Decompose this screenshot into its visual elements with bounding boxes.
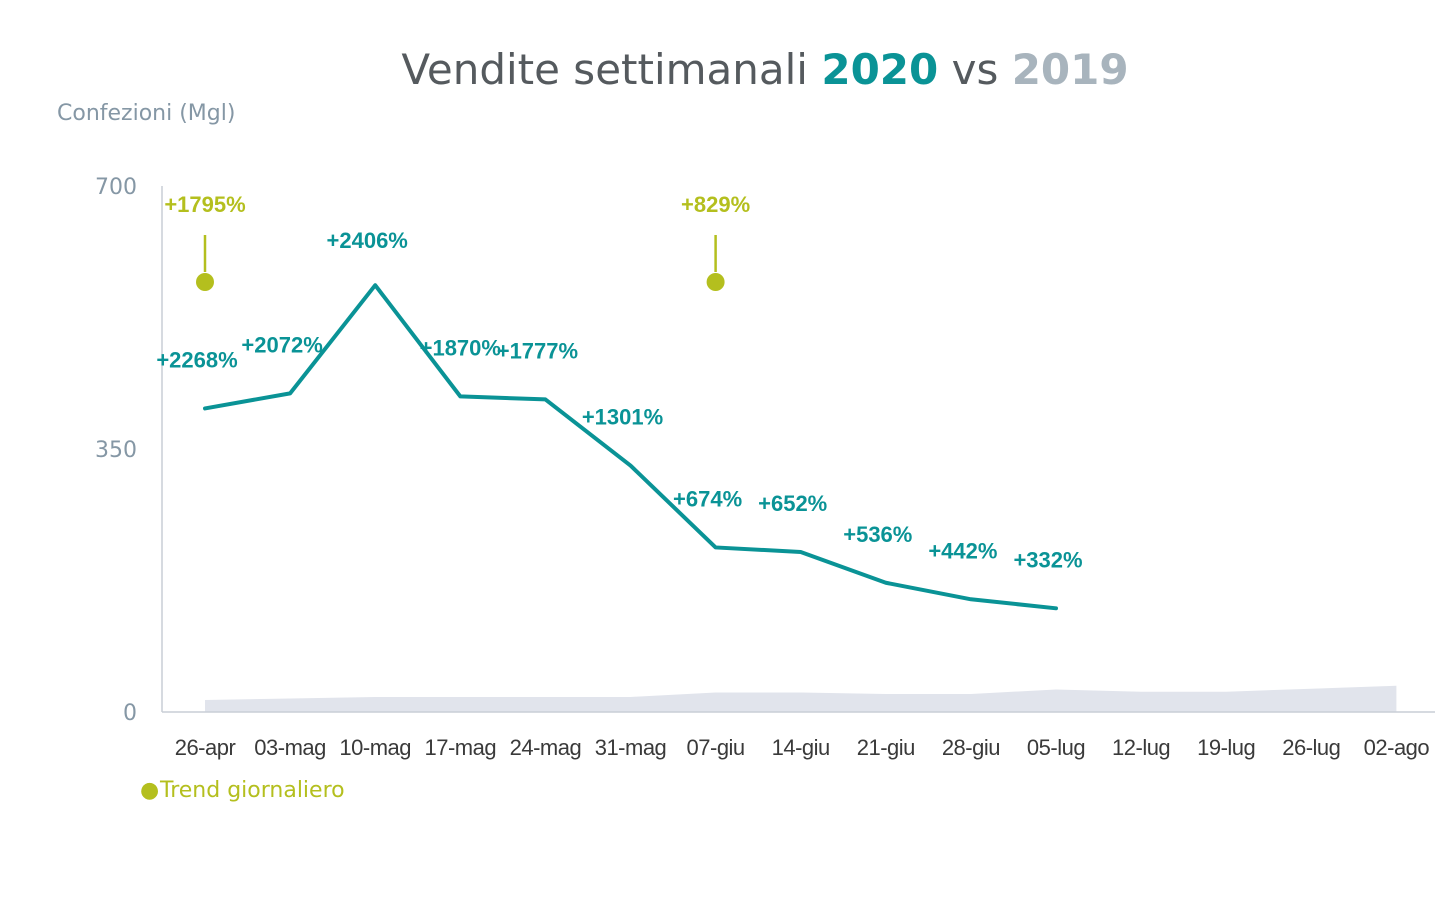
data-label-2020: +1301% bbox=[582, 405, 663, 430]
x-tick-label: 12-lug bbox=[1112, 735, 1170, 760]
data-label-2020: +442% bbox=[928, 538, 997, 563]
x-tick-label: 21-giu bbox=[857, 735, 915, 760]
y-tick-label: 350 bbox=[95, 438, 137, 463]
title-prefix: Vendite settimanali bbox=[401, 45, 821, 94]
trend-marker-label: +1795% bbox=[164, 192, 245, 217]
x-ticks-group: 26-apr 03-mag 10-mag 17-mag 24-mag 31-mag 07-g… bbox=[175, 735, 1430, 760]
data-label-2020: +674% bbox=[673, 486, 742, 511]
x-tick-label: 26-apr bbox=[175, 735, 236, 760]
x-tick-label: 31-mag bbox=[595, 735, 667, 760]
y-ticks-group: 0 350 700 bbox=[95, 175, 137, 726]
x-tick-label: 10-mag bbox=[339, 735, 411, 760]
x-tick-label: 03-mag bbox=[254, 735, 326, 760]
series-2020-line-group bbox=[203, 283, 1058, 611]
x-tick-label: 24-mag bbox=[510, 735, 582, 760]
legend-bullet: ● bbox=[140, 778, 159, 803]
y-axis-title: Confezioni (Mgl) bbox=[57, 101, 235, 126]
trend-marker-label: +829% bbox=[681, 192, 750, 217]
legend: ● Trend giornaliero bbox=[140, 778, 345, 803]
trend-marker-dot bbox=[196, 273, 214, 291]
data-label-2020: +536% bbox=[843, 522, 912, 547]
axes-group bbox=[161, 186, 1435, 713]
x-tick-label: 02-ago bbox=[1364, 735, 1430, 760]
y-tick-label: 700 bbox=[95, 175, 137, 200]
title-year-2020: 2020 bbox=[821, 45, 938, 94]
data-label-2020: +652% bbox=[758, 491, 827, 516]
series-2020-labels-group: +2268%+2072% +2406% +1870%+1777% +1301% +674… bbox=[156, 228, 1082, 572]
x-tick-label: 28-giu bbox=[942, 735, 1000, 760]
y-tick-label: 0 bbox=[123, 701, 137, 726]
x-tick-label: 26-lug bbox=[1282, 735, 1340, 760]
trend-markers-group: +1795% +829% bbox=[164, 192, 750, 291]
data-label-2020: +1870% bbox=[420, 335, 501, 360]
data-label-2020: +332% bbox=[1013, 547, 1082, 572]
x-tick-label: 14-giu bbox=[772, 735, 830, 760]
title-middle: vs bbox=[938, 45, 1011, 94]
data-label-2020: +1777% bbox=[497, 338, 578, 363]
trend-marker-dot bbox=[706, 273, 725, 291]
x-tick-label: 19-lug bbox=[1197, 735, 1255, 760]
data-label-2020: +2268% bbox=[156, 347, 237, 372]
x-tick-label: 07-giu bbox=[687, 735, 745, 760]
chart-title: Vendite settimanali 2020 vs 2019 bbox=[401, 45, 1128, 94]
x-tick-label: 17-mag bbox=[425, 735, 497, 760]
series-2019-area-group bbox=[205, 685, 1397, 712]
x-tick-label: 05-lug bbox=[1027, 735, 1085, 760]
series-2020-line bbox=[203, 283, 1058, 611]
data-label-2020: +2072% bbox=[241, 332, 322, 357]
series-2019-area bbox=[205, 685, 1397, 712]
data-label-2020: +2406% bbox=[327, 228, 408, 253]
legend-label: Trend giornaliero bbox=[159, 778, 345, 803]
title-year-2019: 2019 bbox=[1012, 45, 1129, 94]
